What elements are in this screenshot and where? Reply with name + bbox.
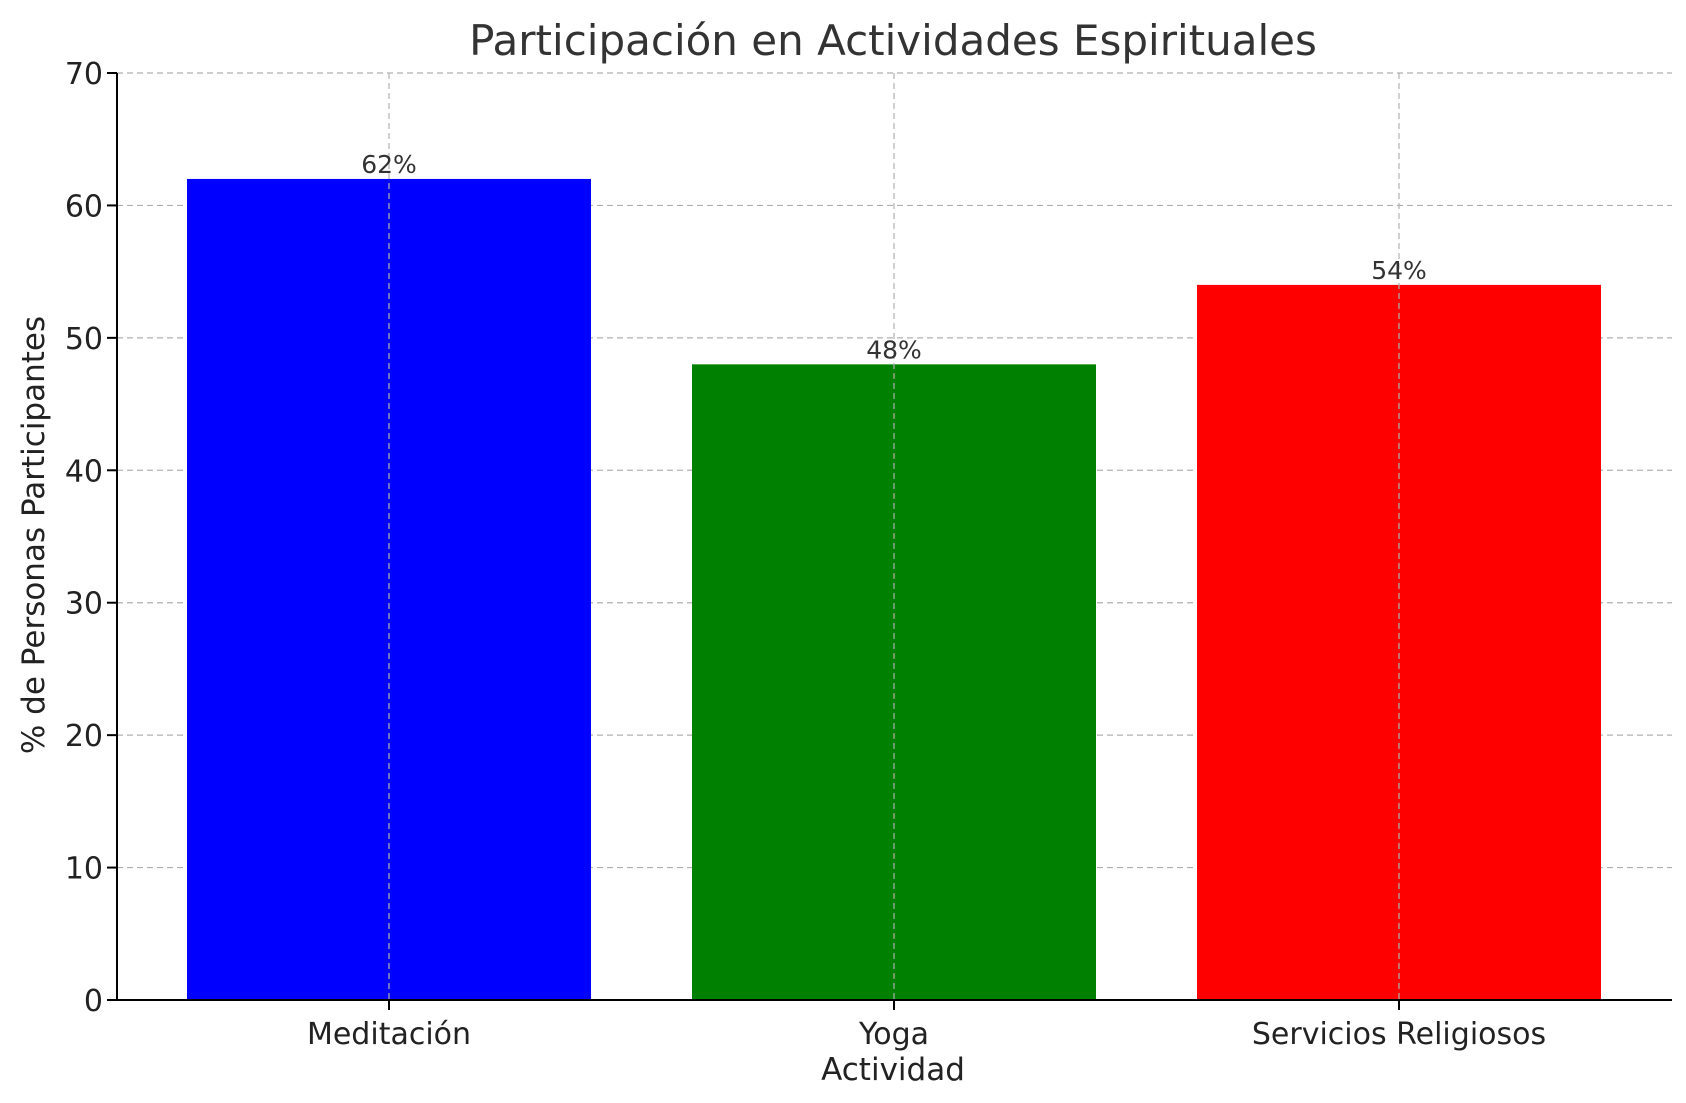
y-tick-label: 10	[65, 852, 103, 887]
x-axis-label: Actividad	[821, 1052, 965, 1088]
y-tick-label: 50	[65, 322, 103, 357]
data-labels: 62% 48% 54%	[361, 150, 1427, 364]
y-axis-label: % de Personas Participantes	[16, 316, 52, 754]
y-tick-label: 70	[65, 57, 103, 92]
x-tick-label: Servicios Religiosos	[1252, 1017, 1546, 1052]
y-tick-label: 60	[65, 189, 103, 224]
chart-title: Participación en Actividades Espirituale…	[469, 16, 1317, 65]
y-tick-label: 20	[65, 719, 103, 754]
y-tick-label: 40	[65, 454, 103, 489]
x-tick-label: Meditación	[307, 1017, 471, 1052]
x-tick-label: Yoga	[858, 1017, 929, 1052]
y-tick-label: 0	[84, 984, 103, 1019]
bar-value-label: 54%	[1371, 256, 1427, 285]
bar-value-label: 48%	[866, 335, 922, 364]
y-tick-label: 30	[65, 587, 103, 622]
bar-value-label: 62%	[361, 150, 417, 179]
bar	[1197, 284, 1601, 1000]
ticks: 0 10 20 30 40 50 60 70 Meditación Yoga Servicios R…	[65, 57, 1546, 1052]
vertical-grid	[388, 73, 1400, 1000]
